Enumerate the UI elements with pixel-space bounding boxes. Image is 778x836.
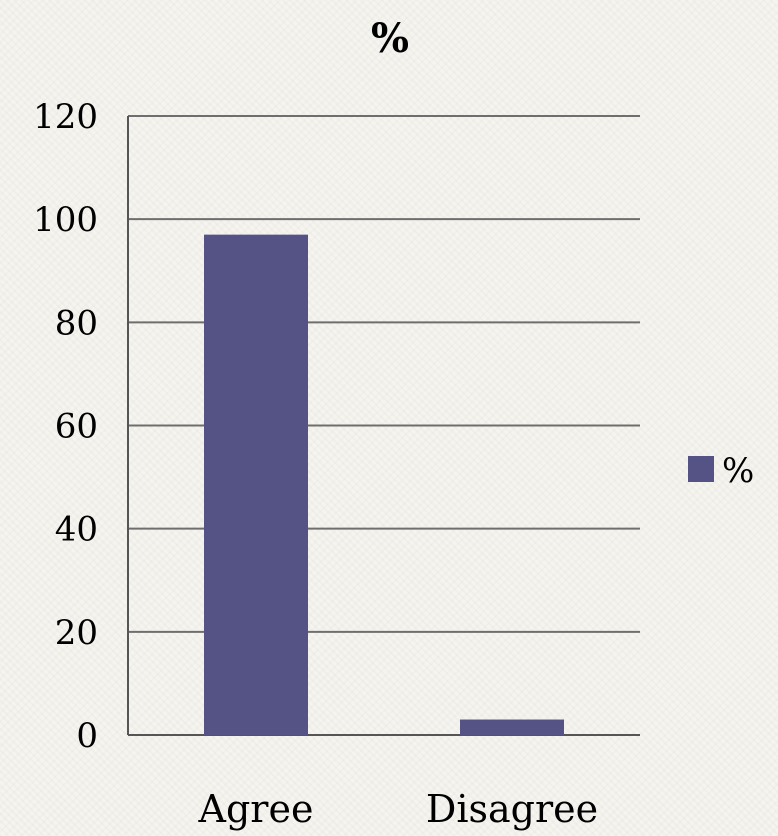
- bar: [204, 234, 308, 735]
- legend-swatch: [688, 456, 714, 482]
- chart-title: %: [371, 15, 409, 62]
- legend-label: %: [722, 451, 754, 491]
- bars: [204, 234, 564, 735]
- y-tick-label: 0: [76, 716, 98, 756]
- y-tick-label: 60: [55, 407, 98, 447]
- x-axis-labels: Agree Disagree: [198, 787, 599, 831]
- legend: %: [688, 451, 754, 491]
- y-tick-label: 40: [55, 510, 98, 550]
- y-axis-ticks: 0 20 40 60 80 100 120: [33, 97, 98, 756]
- y-tick-label: 100: [33, 200, 98, 240]
- y-tick-label: 120: [33, 97, 98, 137]
- bar: [460, 719, 564, 735]
- y-tick-label: 20: [55, 613, 98, 653]
- x-tick-label: Disagree: [426, 787, 598, 831]
- y-tick-label: 80: [55, 303, 98, 343]
- x-tick-label: Agree: [198, 787, 314, 831]
